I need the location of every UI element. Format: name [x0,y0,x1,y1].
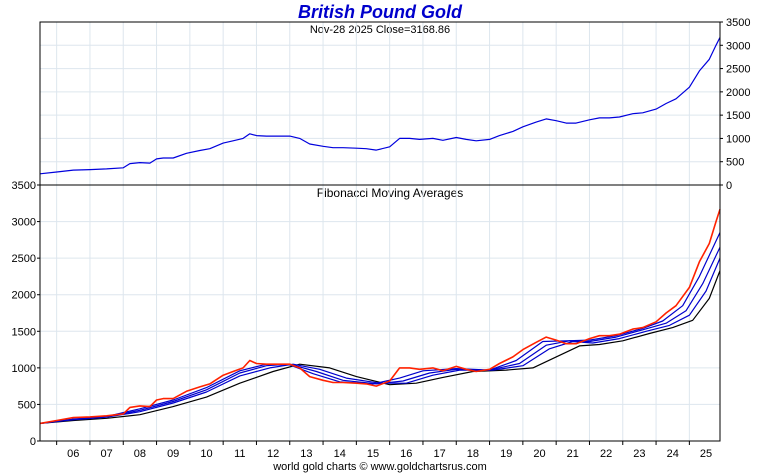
series-line [39,37,721,175]
y-tick-label: 500 [726,157,744,169]
x-tick-label: 15 [367,448,379,460]
x-tick-label: 18 [467,448,479,460]
x-tick-label: 06 [67,448,79,460]
y-tick-label: 2000 [12,290,36,302]
y-tick-label: 0 [726,180,732,192]
y-tick-label: 0 [30,436,36,448]
y-tick-label: 1500 [12,326,36,338]
x-tick-label: 14 [334,448,346,460]
series-line [39,270,721,424]
y-tick-label: 3500 [12,180,36,192]
x-tick-label: 09 [167,448,179,460]
plot-frame [39,21,721,186]
x-tick-label: 17 [433,448,445,460]
y-tick-label: 3500 [726,17,750,29]
y-tick-label: 2500 [12,253,36,265]
series-line [39,232,721,424]
y-tick-label: 2500 [726,64,750,76]
x-tick-label: 10 [200,448,212,460]
x-tick-label: 24 [667,448,679,460]
y-tick-label: 3000 [726,40,750,52]
series-line [39,246,721,424]
x-tick-label: 12 [267,448,279,460]
x-tick-label: 13 [300,448,312,460]
x-tick-label: 08 [134,448,146,460]
y-tick-label: 1500 [726,110,750,122]
chart-subtitle: Nov-28 2025 Close=3168.86 [309,24,451,36]
x-tick-label: 16 [400,448,412,460]
x-tick-label: 20 [533,448,545,460]
x-tick-label: 25 [700,448,712,460]
x-tick-label: 21 [567,448,579,460]
y-tick-label: 1000 [726,133,750,145]
x-tick-label: 23 [633,448,645,460]
plot-frame [39,184,721,442]
y-tick-label: 3000 [12,217,36,229]
series-line [39,257,721,424]
chart-title: British Pound Gold [298,2,462,22]
x-tick-label: 11 [234,448,245,460]
x-tick-label: 07 [100,448,112,460]
series-line [39,208,721,425]
y-tick-label: 1000 [12,363,36,375]
footer-credit: world gold charts © www.goldchartsrus.co… [273,461,487,473]
y-tick-label: 500 [18,399,36,411]
y-tick-label: 2000 [726,87,750,99]
x-tick-label: 22 [600,448,612,460]
x-tick-label: 19 [500,448,512,460]
